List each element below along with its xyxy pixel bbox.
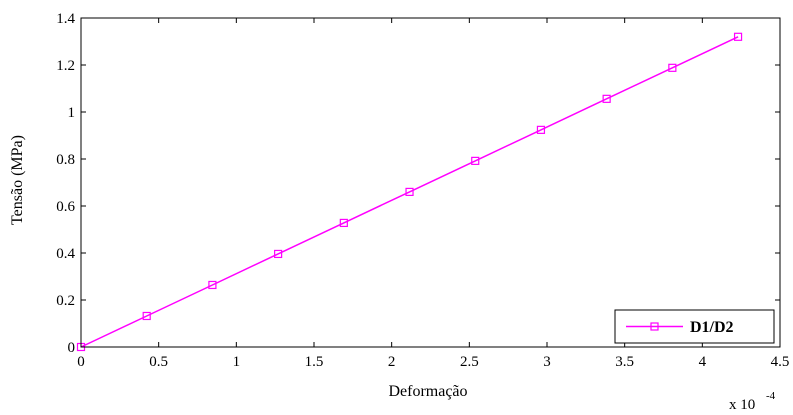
data-point xyxy=(339,218,348,228)
x-axis-multiplier-exponent: -4 xyxy=(766,390,776,402)
y-tick-label: 0.8 xyxy=(56,152,75,168)
plot-frame xyxy=(80,17,781,348)
x-tick-label: 0 xyxy=(77,354,85,370)
data-point xyxy=(274,249,283,259)
data-point xyxy=(208,280,217,290)
series-layer xyxy=(76,32,743,352)
legend-marker-sample xyxy=(650,322,659,331)
data-point xyxy=(733,32,743,41)
x-tick-label: 4 xyxy=(699,354,707,370)
x-axis-multiplier: x 10 xyxy=(729,397,755,413)
data-point xyxy=(602,94,611,103)
data-point xyxy=(471,156,480,165)
x-tick-label: 1.5 xyxy=(305,354,324,370)
legend: D1/D2 xyxy=(614,309,775,344)
y-tick-label: 0.4 xyxy=(56,246,75,262)
x-tick-label: 3.5 xyxy=(615,354,634,370)
data-point xyxy=(668,63,677,72)
series-line-0 xyxy=(80,36,739,348)
data-point xyxy=(405,187,414,196)
y-tick-label: 0.2 xyxy=(56,293,75,309)
y-tick-label: 0 xyxy=(68,340,76,356)
y-tick-label: 0.6 xyxy=(56,199,75,215)
x-tick-label: 1 xyxy=(233,354,241,370)
x-tick-label: 3 xyxy=(543,354,551,370)
y-axis-label: Tensão (MPa) xyxy=(9,135,26,225)
y-tick-label: 1.2 xyxy=(56,58,75,74)
y-tick-label: 1 xyxy=(68,105,76,121)
y-tick-label: 1.4 xyxy=(56,11,75,27)
data-point xyxy=(536,125,546,134)
x-tick-label: 2 xyxy=(388,354,396,370)
x-tick-label: 2.5 xyxy=(460,354,479,370)
legend-entry-d1-d2: D1/D2 xyxy=(690,319,734,336)
ticks-layer: 0 0.5 1 1.5 2 2.5 3 3.5 4 4.5 0 0.2 0.4 0.6 0.8 1 1.2 1.4 xyxy=(56,11,789,370)
x-tick-label: 0.5 xyxy=(149,354,168,370)
data-point xyxy=(142,311,151,321)
x-tick-label: 4.5 xyxy=(771,354,790,370)
x-axis-label: Deformação xyxy=(388,383,467,400)
